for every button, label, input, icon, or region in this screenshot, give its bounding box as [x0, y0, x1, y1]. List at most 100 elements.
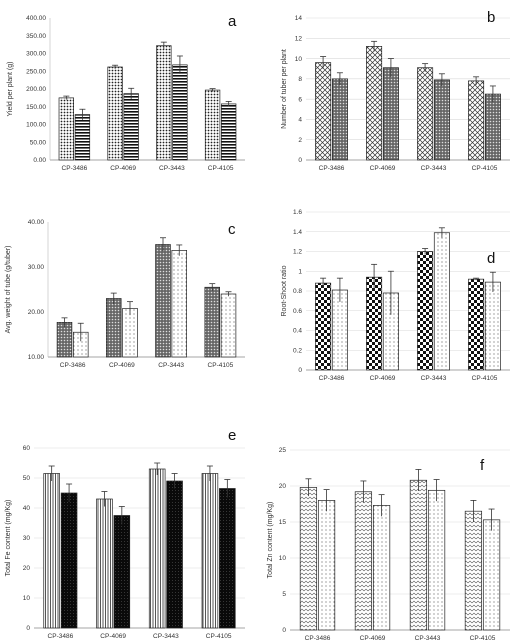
y-tick-label: 0	[282, 627, 286, 634]
bar	[366, 276, 383, 371]
chart-panel-f: 0 5 10 15 20 25 CP-3486 CP-4069 CP-3443 CP-4105 To…	[267, 447, 510, 642]
bar	[433, 79, 450, 161]
x-category-label: CP-3443	[421, 375, 447, 382]
y-tick-label: 100.00	[26, 122, 46, 129]
bar	[417, 67, 434, 161]
y-tick-label: 200.00	[26, 86, 46, 93]
x-category-label: CP-4105	[472, 375, 498, 382]
bar	[331, 78, 348, 161]
y-tick-label: 10	[279, 555, 287, 562]
y-tick-label: 1	[298, 268, 302, 275]
y-tick-label: 8	[298, 76, 302, 83]
bar	[315, 282, 332, 371]
bar	[366, 46, 383, 161]
panel-letter: f	[480, 457, 485, 474]
y-tick-label: 0.8	[293, 288, 302, 295]
x-category-label: CP-3486	[319, 375, 345, 382]
y-axis-label: Number of tuber per plant	[281, 49, 288, 129]
bar	[113, 515, 131, 629]
bar	[354, 491, 373, 631]
x-category-label: CP-3486	[319, 165, 345, 172]
y-tick-label: 0	[298, 157, 302, 164]
x-category-label: CP-4069	[110, 165, 136, 172]
bar	[123, 93, 139, 161]
bar	[148, 468, 166, 629]
bar	[315, 62, 332, 161]
x-category-label: CP-3443	[153, 633, 179, 640]
bar	[106, 298, 122, 358]
x-category-label: CP-3443	[159, 165, 185, 172]
y-tick-label: 6	[298, 96, 302, 103]
y-tick-label: 0.4	[293, 328, 302, 335]
bar	[299, 487, 318, 631]
y-tick-label: 10.00	[28, 354, 45, 361]
y-tick-label: 0.2	[293, 347, 302, 354]
y-tick-label: 0.6	[293, 308, 302, 315]
chart-panel-d: 0 0.2 0.4 0.6 0.8 1 1.2 1.4 1.6 CP-3486 CP-4069 CP-…	[281, 209, 510, 382]
bar	[433, 232, 450, 371]
x-category-label: CP-4069	[370, 375, 396, 382]
y-tick-label: 2	[298, 137, 302, 144]
bar	[166, 480, 183, 629]
y-tick-label: 1.6	[293, 209, 302, 216]
bar	[201, 473, 219, 629]
y-tick-label: 0	[298, 367, 302, 374]
y-tick-label: 20	[23, 565, 31, 572]
bar	[204, 286, 220, 358]
bar	[331, 289, 348, 371]
x-category-label: CP-4069	[370, 165, 396, 172]
y-tick-label: 300.00	[26, 51, 46, 58]
x-category-label: CP-3443	[415, 635, 441, 642]
chart-panel-c: 10.00 20.00 30.00 40.00 CP-3486 CP-4069 CP-344…	[5, 219, 245, 369]
y-tick-label: 5	[282, 591, 286, 598]
y-tick-label: 30	[23, 535, 31, 542]
y-axis-label: Root-Shoot ratio	[281, 265, 288, 316]
y-tick-label: 20.00	[28, 309, 45, 316]
bar	[427, 489, 446, 631]
y-tick-label: 40	[23, 505, 31, 512]
bar	[155, 244, 171, 358]
y-tick-label: 25	[279, 447, 287, 454]
bar	[56, 322, 73, 358]
y-tick-label: 15	[279, 519, 287, 526]
bar	[372, 505, 391, 631]
bar	[43, 473, 60, 629]
y-axis-label: Avg. weight of tube (g/tuber)	[5, 246, 12, 334]
x-category-label: CP-4105	[208, 362, 234, 369]
y-tick-label: 10	[23, 595, 31, 602]
panel-letter: d	[487, 250, 495, 267]
bar	[107, 66, 123, 161]
y-tick-label: 10	[295, 56, 303, 63]
bar	[220, 293, 237, 358]
y-tick-label: 250.00	[26, 68, 46, 75]
y-tick-label: 400.00	[26, 15, 46, 22]
bar	[468, 80, 485, 161]
y-tick-label: 0	[26, 625, 30, 632]
bar	[484, 281, 501, 371]
x-category-label: CP-4069	[109, 362, 135, 369]
x-category-label: CP-4105	[472, 165, 498, 172]
x-category-label: CP-4105	[470, 635, 496, 642]
y-tick-label: 12	[295, 35, 303, 42]
bar	[74, 114, 91, 161]
x-category-label: CP-4069	[360, 635, 386, 642]
bar	[171, 250, 187, 358]
chart-panel-e: 0 10 20 30 40 50 60 CP-3486 CP-4069 CP-3443 CP-410…	[5, 427, 245, 640]
bar	[172, 64, 188, 161]
chart-panel-b: 0 2 4 6 8 10 12 14 CP-3486 CP-4069 CP-3443 CP-4105 N…	[281, 9, 510, 172]
y-tick-label: 30.00	[28, 264, 45, 271]
x-category-label: CP-3486	[62, 165, 88, 172]
panel-letter: a	[228, 13, 237, 30]
bar	[482, 519, 501, 631]
bar	[468, 278, 485, 371]
x-category-label: CP-4105	[206, 633, 232, 640]
bar	[409, 479, 428, 631]
bar	[221, 103, 237, 161]
x-category-label: CP-3486	[305, 635, 331, 642]
y-tick-label: 14	[295, 15, 303, 22]
x-category-label: CP-3443	[421, 165, 447, 172]
y-axis-label: Total Zn content (mg/Kg)	[267, 502, 274, 579]
bar	[417, 251, 434, 371]
chart-panel-a: 0.00 50.00 100.00 150.00 200.00 250.00 300.00 3…	[7, 13, 245, 172]
